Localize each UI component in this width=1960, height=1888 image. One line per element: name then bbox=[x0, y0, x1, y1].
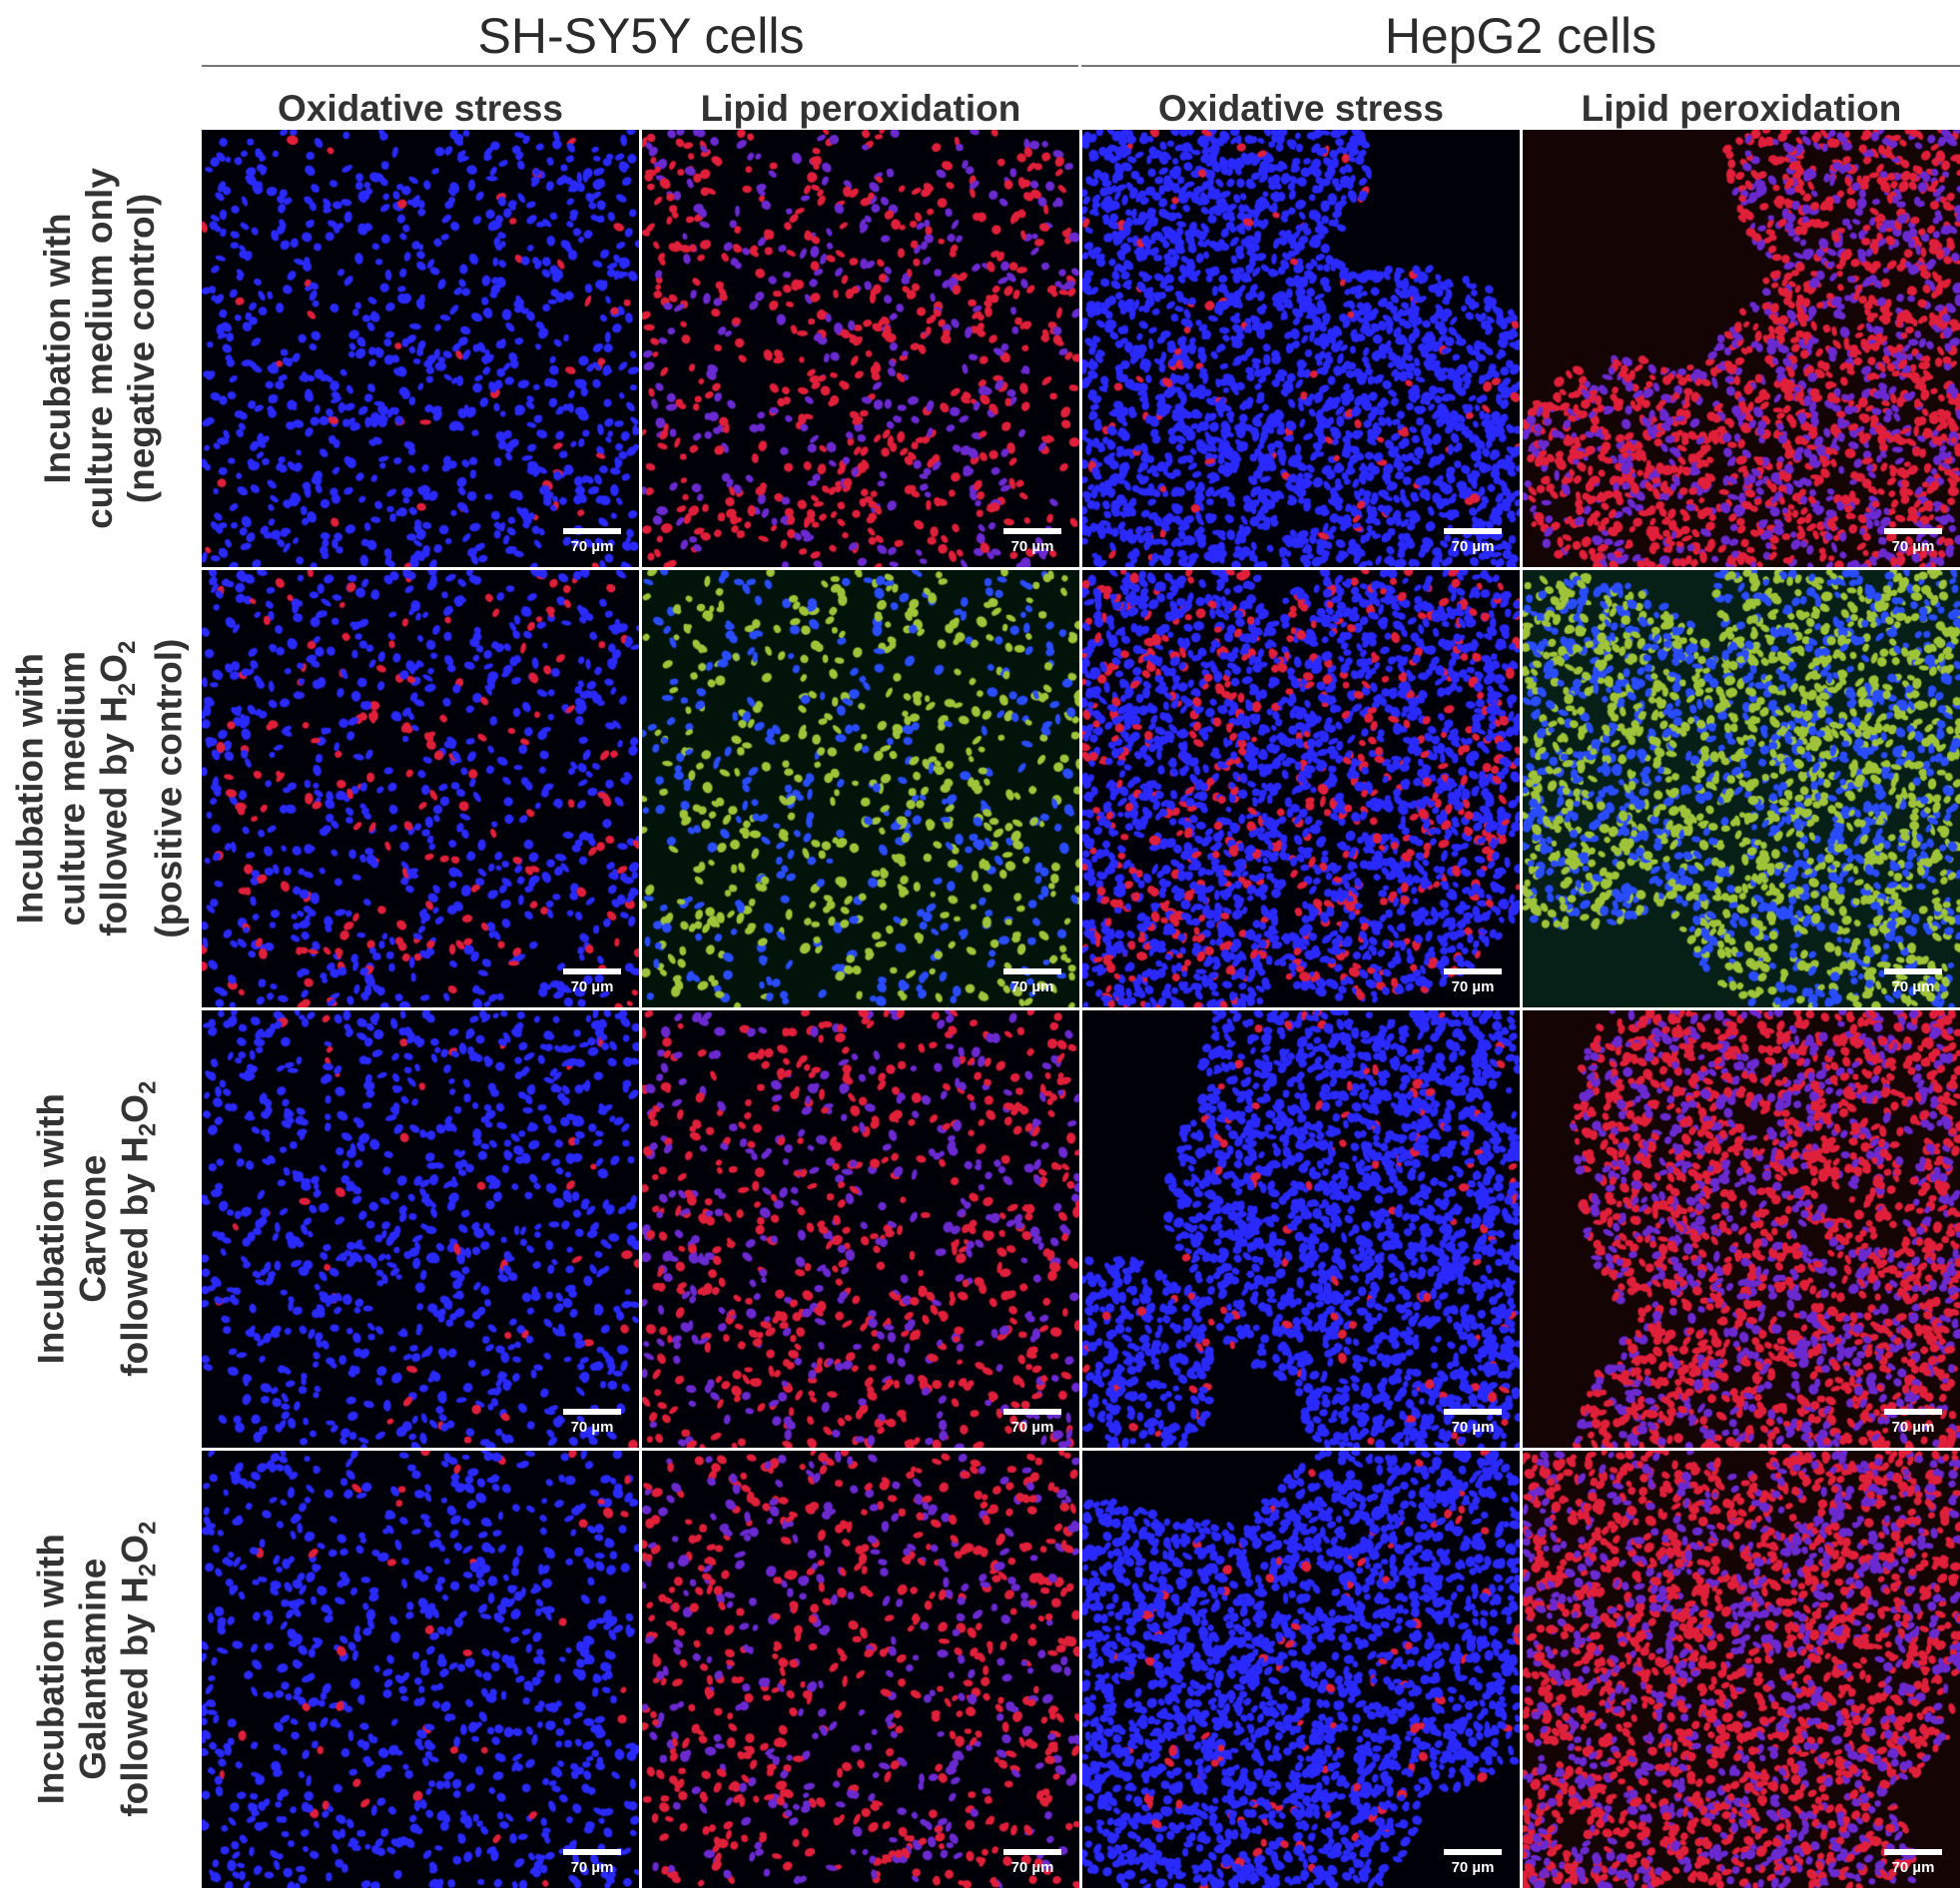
scale-bar-label: 70 µm bbox=[1451, 1859, 1495, 1876]
scale-bar: 70 µm bbox=[1884, 968, 1942, 995]
scale-bar-line bbox=[1884, 528, 1942, 534]
micrograph-positive-control-shsy5y-oxidative: 70 µm bbox=[202, 570, 639, 1007]
scale-bar-label: 70 µm bbox=[1891, 538, 1935, 555]
micrograph-image bbox=[202, 130, 639, 567]
micrograph-image bbox=[1523, 130, 1960, 567]
column-title-hepg2-oxidative: Oxidative stress bbox=[1158, 88, 1444, 129]
scale-bar-line bbox=[1884, 1409, 1942, 1415]
micrograph-galantamine-shsy5y-oxidative: 70 µm bbox=[202, 1451, 639, 1888]
scale-bar-line bbox=[1444, 1409, 1502, 1415]
group-title-hepg2: HepG2 cells bbox=[1384, 8, 1657, 64]
scale-bar: 70 µm bbox=[1003, 528, 1061, 555]
scale-bar: 70 µm bbox=[1003, 1849, 1061, 1876]
micrograph-carvone-shsy5y-lipid: 70 µm bbox=[642, 1010, 1079, 1448]
micrograph-image bbox=[642, 570, 1079, 1007]
scale-bar: 70 µm bbox=[1884, 528, 1942, 555]
scale-bar-label: 70 µm bbox=[570, 538, 614, 555]
micrograph-image bbox=[1082, 1010, 1520, 1448]
micrograph-carvone-shsy5y-oxidative: 70 µm bbox=[202, 1010, 639, 1448]
group-rule-shsy5y bbox=[202, 65, 1078, 67]
scale-bar-line bbox=[563, 1409, 621, 1415]
row-label-negative-control: Incubation with culture medium only (neg… bbox=[37, 168, 162, 529]
scale-bar: 70 µm bbox=[1444, 1849, 1502, 1876]
micrograph-image bbox=[1082, 570, 1520, 1007]
scale-bar: 70 µm bbox=[563, 1849, 621, 1876]
scale-bar-label: 70 µm bbox=[1891, 1419, 1935, 1436]
micrograph-image bbox=[1082, 130, 1520, 567]
scale-bar-line bbox=[563, 528, 621, 534]
scale-bar: 70 µm bbox=[563, 968, 621, 995]
micrograph-galantamine-hepg2-oxidative: 70 µm bbox=[1082, 1451, 1520, 1888]
micrograph-image bbox=[642, 130, 1079, 567]
column-title-shsy5y-lipid: Lipid peroxidation bbox=[700, 88, 1021, 129]
scale-bar-label: 70 µm bbox=[1010, 978, 1054, 995]
scale-bar-label: 70 µm bbox=[1451, 538, 1495, 555]
group-rule-hepg2 bbox=[1081, 65, 1960, 67]
scale-bar-line bbox=[1444, 528, 1502, 534]
scale-bar-label: 70 µm bbox=[1451, 978, 1495, 995]
micrograph-carvone-hepg2-oxidative: 70 µm bbox=[1082, 1010, 1520, 1448]
micrograph-positive-control-hepg2-lipid: 70 µm bbox=[1523, 570, 1960, 1007]
micrograph-image bbox=[1523, 1451, 1960, 1888]
scale-bar-line bbox=[1444, 1849, 1502, 1855]
column-title-hepg2-lipid: Lipid peroxidation bbox=[1581, 88, 1902, 129]
scale-bar-label: 70 µm bbox=[570, 978, 614, 995]
micrograph-image bbox=[642, 1010, 1079, 1448]
scale-bar-label: 70 µm bbox=[1010, 1419, 1054, 1436]
scale-bar: 70 µm bbox=[1444, 528, 1502, 555]
scale-bar: 70 µm bbox=[563, 1409, 621, 1436]
micrograph-image bbox=[202, 1451, 639, 1888]
scale-bar-line bbox=[563, 1849, 621, 1855]
row-label-positive-control: Incubation with culture medium followed … bbox=[9, 638, 190, 940]
scale-bar: 70 µm bbox=[1444, 1409, 1502, 1436]
micrograph-galantamine-hepg2-lipid: 70 µm bbox=[1523, 1451, 1960, 1888]
micrograph-negative-control-shsy5y-lipid: 70 µm bbox=[642, 130, 1079, 567]
scale-bar: 70 µm bbox=[1884, 1849, 1942, 1876]
micrograph-image bbox=[1523, 570, 1960, 1007]
scale-bar-line bbox=[1003, 528, 1061, 534]
scale-bar: 70 µm bbox=[1444, 968, 1502, 995]
micrograph-image bbox=[1082, 1451, 1520, 1888]
micrograph-image bbox=[202, 570, 639, 1007]
scale-bar-label: 70 µm bbox=[1010, 538, 1054, 555]
column-title-shsy5y-oxidative: Oxidative stress bbox=[278, 88, 563, 129]
micrograph-positive-control-hepg2-oxidative: 70 µm bbox=[1082, 570, 1520, 1007]
scale-bar-line bbox=[1003, 1409, 1061, 1415]
scale-bar-line bbox=[1884, 1849, 1942, 1855]
scale-bar-label: 70 µm bbox=[570, 1859, 614, 1876]
micrograph-image bbox=[642, 1451, 1079, 1888]
scale-bar-label: 70 µm bbox=[1010, 1859, 1054, 1876]
row-label-galantamine: Incubation with Galantamine followed by … bbox=[30, 1521, 162, 1817]
micrograph-galantamine-shsy5y-lipid: 70 µm bbox=[642, 1451, 1079, 1888]
micrograph-carvone-hepg2-lipid: 70 µm bbox=[1523, 1010, 1960, 1448]
scale-bar-line bbox=[1003, 968, 1061, 974]
scale-bar: 70 µm bbox=[563, 528, 621, 555]
row-label-carvone: Incubation with Carvone followed by H2O2 bbox=[30, 1080, 162, 1377]
scale-bar-label: 70 µm bbox=[1891, 978, 1935, 995]
scale-bar-line bbox=[563, 968, 621, 974]
scale-bar-label: 70 µm bbox=[570, 1419, 614, 1436]
micrograph-negative-control-shsy5y-oxidative: 70 µm bbox=[202, 130, 639, 567]
micrograph-negative-control-hepg2-lipid: 70 µm bbox=[1523, 130, 1960, 567]
scale-bar: 70 µm bbox=[1003, 968, 1061, 995]
scale-bar-label: 70 µm bbox=[1451, 1419, 1495, 1436]
micrograph-image bbox=[202, 1010, 639, 1448]
micrograph-negative-control-hepg2-oxidative: 70 µm bbox=[1082, 130, 1520, 567]
scale-bar-line bbox=[1003, 1849, 1061, 1855]
scale-bar: 70 µm bbox=[1884, 1409, 1942, 1436]
scale-bar: 70 µm bbox=[1003, 1409, 1061, 1436]
group-title-shsy5y: SH-SY5Y cells bbox=[477, 8, 805, 64]
micrograph-positive-control-shsy5y-lipid: 70 µm bbox=[642, 570, 1079, 1007]
scale-bar-line bbox=[1444, 968, 1502, 974]
micrograph-image bbox=[1523, 1010, 1960, 1448]
micrograph-grid: 70 µm 70 µm 70 µm 70 µm 70 µm 70 µm 70 µm 70 µm… bbox=[202, 130, 1960, 1888]
scale-bar-line bbox=[1884, 968, 1942, 974]
scale-bar-label: 70 µm bbox=[1891, 1859, 1935, 1876]
